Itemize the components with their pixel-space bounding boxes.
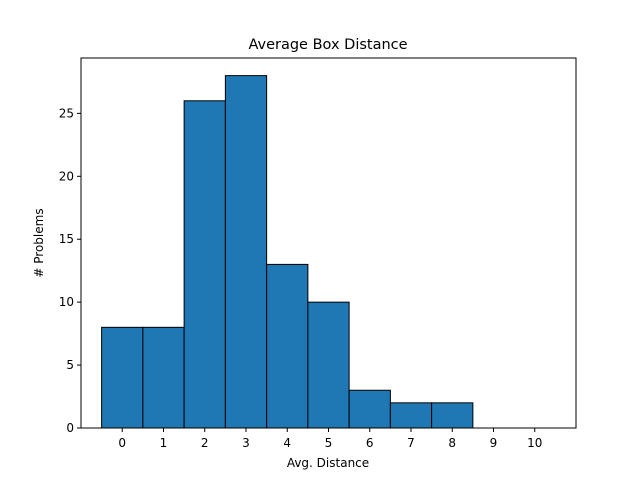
bar-0 <box>101 326 144 429</box>
bar-4 <box>266 263 309 429</box>
x-tick-label: 9 <box>490 436 498 450</box>
y-axis: 0 5 10 15 20 25 <box>59 106 81 435</box>
bar-5 <box>307 301 350 429</box>
x-axis-label: Avg. Distance <box>287 456 369 470</box>
y-tick-label: 25 <box>59 106 74 120</box>
chart-title: Average Box Distance <box>248 37 407 53</box>
x-axis: 0 1 2 3 4 5 6 7 8 9 10 <box>118 428 542 450</box>
bar-3 <box>224 75 268 429</box>
x-tick-label: 7 <box>407 436 415 450</box>
bar-1 <box>142 326 185 429</box>
bar-6 <box>348 389 391 429</box>
x-tick-label: 2 <box>201 436 209 450</box>
bars-group <box>101 75 474 429</box>
x-tick-label: 6 <box>366 436 374 450</box>
x-tick-label: 1 <box>160 436 168 450</box>
bar-7 <box>389 402 433 429</box>
y-tick-label: 20 <box>59 169 74 183</box>
x-tick-label: 8 <box>448 436 456 450</box>
x-tick-label: 3 <box>242 436 250 450</box>
y-tick-label: 5 <box>66 358 74 372</box>
y-tick-label: 15 <box>59 232 74 246</box>
x-tick-label: 4 <box>283 436 291 450</box>
y-tick-label: 0 <box>66 421 74 435</box>
y-axis-label: # Problems <box>32 208 46 277</box>
x-tick-label: 10 <box>527 436 542 450</box>
x-tick-label: 0 <box>118 436 126 450</box>
bar-2 <box>183 100 226 429</box>
x-tick-label: 5 <box>325 436 333 450</box>
bar-8 <box>431 402 474 429</box>
y-tick-label: 10 <box>59 295 74 309</box>
